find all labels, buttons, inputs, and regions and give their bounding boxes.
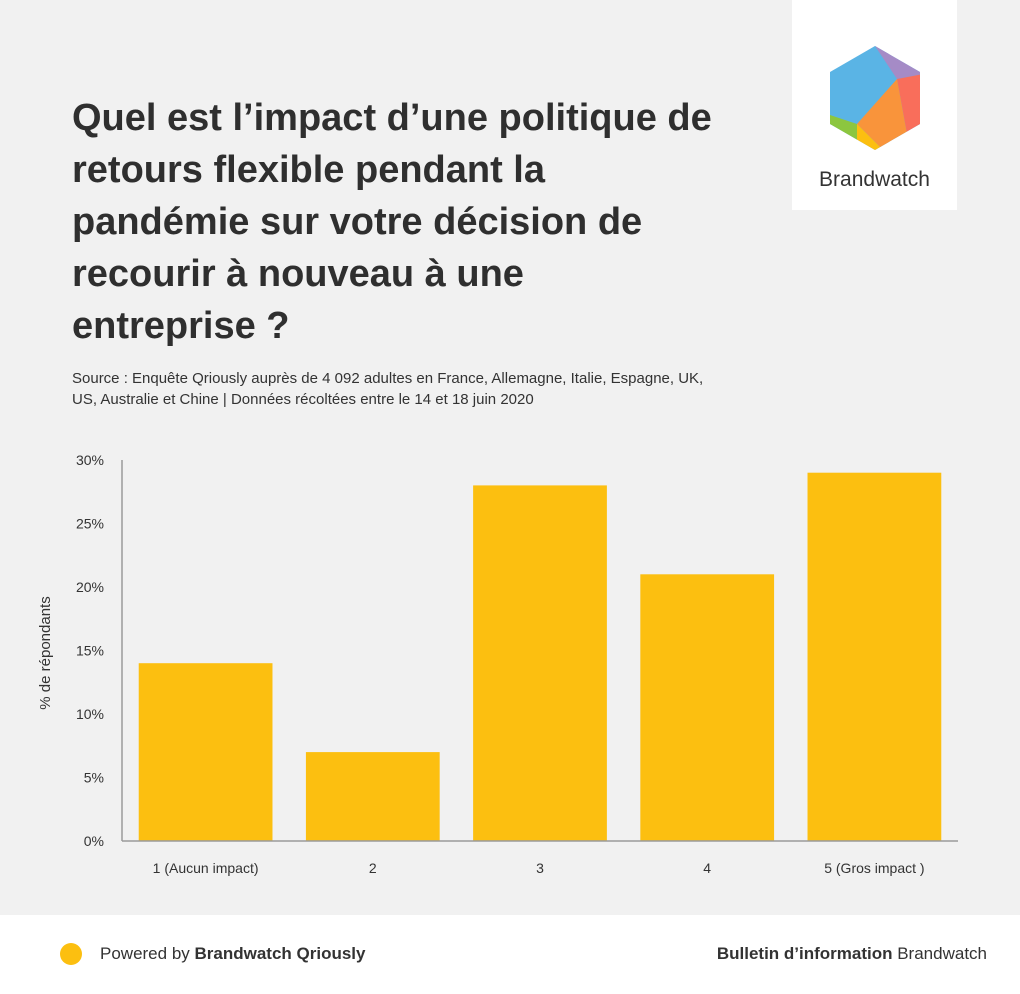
brand-name: Brandwatch <box>819 168 930 191</box>
y-tick-label: 25% <box>76 516 104 532</box>
x-tick-label: 2 <box>369 860 377 876</box>
logo-card: Brandwatch <box>792 0 957 210</box>
bar <box>473 485 607 841</box>
bulletin-text: Bulletin d’information Brandwatch <box>716 944 987 963</box>
bar <box>807 472 942 841</box>
chart-title: Quel est l’impact d’une politique de ret… <box>72 97 712 347</box>
y-tick-label: 30% <box>76 452 104 468</box>
y-tick-label: 15% <box>76 643 104 659</box>
x-tick-label: 3 <box>536 860 544 876</box>
brandwatch-hexagon-icon <box>830 46 920 150</box>
bar <box>138 663 273 841</box>
y-tick-label: 5% <box>84 770 104 786</box>
powered-brand: Brandwatch Qriously <box>194 944 366 963</box>
x-tick-label: 4 <box>703 860 711 876</box>
x-tick-label: 5 (Gros impact ) <box>824 860 924 876</box>
bar-chart: % de répondants 0% 5% 10% 15% 20% 25% 30% 1 (A… <box>37 452 958 876</box>
brand-dot-icon <box>60 943 82 965</box>
y-tick-label: 0% <box>84 833 104 849</box>
powered-by-text: Powered by Brandwatch Qriously <box>100 944 366 963</box>
bulletin-bold: Bulletin d’information <box>716 944 893 963</box>
x-tick-label: 1 (Aucun impact) <box>153 860 259 876</box>
bar <box>640 574 775 841</box>
y-axis-label: % de répondants <box>37 596 54 709</box>
footer: Powered by Brandwatch Qriously Bulletin … <box>0 915 1020 994</box>
y-tick-label: 10% <box>76 706 104 722</box>
y-tick-label: 20% <box>76 579 104 595</box>
bar <box>305 752 440 841</box>
source-note: Source : Enquête Qriously auprès de 4 09… <box>72 370 704 408</box>
